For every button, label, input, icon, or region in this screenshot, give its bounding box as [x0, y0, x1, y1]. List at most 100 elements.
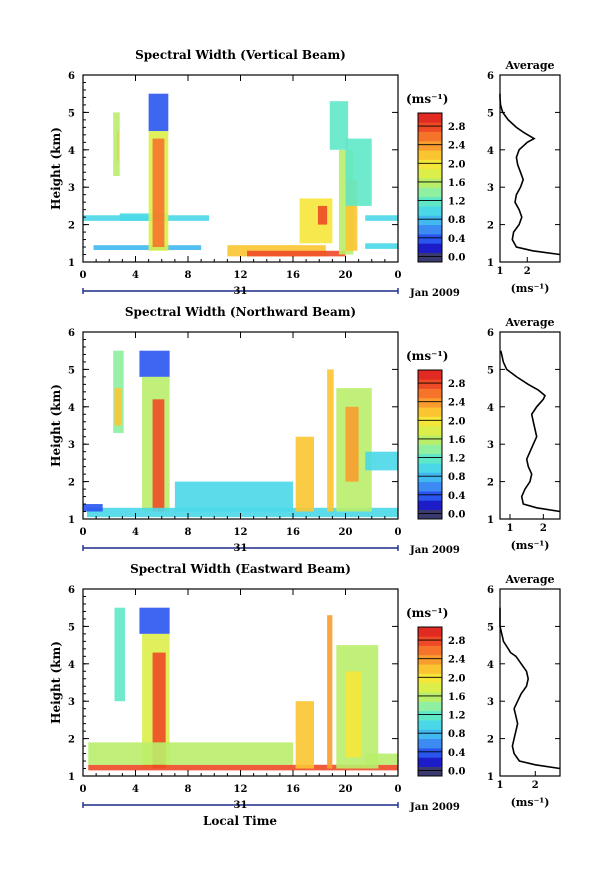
y-tick-label: 6 — [68, 328, 75, 339]
colorbar-swatch — [418, 682, 442, 693]
heatmap-cell — [365, 451, 398, 471]
colorbar-swatch — [418, 379, 442, 389]
colorbar-swatch — [418, 206, 442, 216]
colorbar-tick-label: 2.8 — [448, 122, 465, 133]
x-tick-label: 12 — [234, 527, 248, 538]
x-tick-label: 0 — [80, 527, 87, 538]
x-tick-label: 16 — [286, 784, 300, 795]
average-y-tick-label: 5 — [487, 365, 494, 376]
heatmap-cell — [139, 607, 170, 634]
average-x-label: (ms⁻¹) — [511, 282, 550, 295]
colorbar-swatch — [418, 196, 442, 207]
colorbar-tick-label: 2.0 — [448, 416, 465, 427]
y-axis-label: Height (km) — [49, 384, 63, 467]
colorbar-swatch — [418, 187, 442, 198]
colorbar-swatch — [418, 215, 442, 226]
date-label: Jan 2009 — [409, 545, 460, 556]
colorbar-swatch — [418, 627, 442, 637]
x-tick-label: 16 — [286, 270, 300, 281]
average-y-tick-label: 5 — [487, 108, 494, 119]
colorbar-swatch — [418, 370, 442, 380]
average-x-tick-label: 1 — [497, 780, 504, 791]
panel-0: Spectral Width (Vertical Beam)123456Heig… — [49, 48, 561, 299]
average-profile-line — [499, 93, 561, 256]
colorbar-swatch — [418, 407, 442, 417]
colorbar-swatch — [418, 243, 442, 253]
average-frame — [499, 588, 561, 777]
colorbar-tick-label: 2.4 — [448, 141, 465, 152]
x-tick-label: 20 — [339, 784, 353, 795]
heatmap-cell — [174, 481, 293, 512]
average-x-tick-label: 1 — [507, 523, 514, 534]
x-tick-label: 8 — [185, 527, 192, 538]
x-tick-label: 16 — [286, 527, 300, 538]
colorbar-swatch — [418, 388, 442, 399]
heatmap-cell — [83, 215, 209, 221]
x-tick-label: 8 — [185, 784, 192, 795]
y-tick-label: 5 — [68, 365, 75, 376]
colorbar-swatch — [418, 491, 442, 501]
heatmap-cell — [152, 652, 166, 769]
colorbar-swatch — [418, 453, 442, 464]
colorbar-swatch — [418, 673, 442, 684]
heatmap-cell — [299, 198, 333, 244]
colorbar-swatch — [418, 122, 442, 132]
average-title: Average — [504, 59, 554, 72]
colorbar-swatch — [418, 416, 442, 427]
colorbar-swatch — [418, 481, 442, 492]
colorbar-swatch — [418, 252, 442, 263]
colorbar-tick-label: 0.0 — [448, 509, 465, 520]
heatmap-cell — [88, 742, 293, 765]
y-axis-label: Height (km) — [49, 641, 63, 724]
colorbar-tick-label: 0.4 — [448, 234, 465, 245]
heatmap-cell — [117, 131, 119, 162]
colorbar-swatch — [418, 720, 442, 730]
colorbar-tick-label: 0.8 — [448, 729, 465, 740]
heatmap-cell — [365, 753, 398, 765]
average-y-tick-label: 1 — [487, 515, 494, 526]
heatmap-cell — [327, 369, 334, 512]
colorbar-swatch — [418, 472, 442, 483]
colorbar-tick-label: 0.0 — [448, 252, 465, 263]
x-tick-label: 0 — [80, 784, 87, 795]
y-tick-label: 4 — [68, 660, 75, 671]
x-tick-label: 0 — [395, 784, 402, 795]
heatmap-cell — [345, 138, 372, 206]
heatmap-cell — [365, 215, 398, 221]
average-y-tick-label: 3 — [487, 440, 494, 451]
heatmap-cell — [345, 179, 358, 251]
y-tick-label: 6 — [68, 71, 75, 82]
colorbar-tick-label: 1.2 — [448, 197, 465, 208]
average-y-tick-label: 4 — [487, 403, 494, 414]
average-y-tick-label: 2 — [487, 478, 494, 489]
average-y-tick-label: 1 — [487, 258, 494, 269]
heatmap-cell — [113, 112, 120, 176]
colorbar-swatch — [418, 435, 442, 445]
day-label: 31 — [234, 543, 248, 554]
colorbar-tick-label: 0.4 — [448, 491, 465, 502]
colorbar-frame — [417, 626, 443, 777]
x-tick-label: 0 — [80, 270, 87, 281]
panel-1: Spectral Width (Northward Beam)123456Hei… — [49, 305, 561, 556]
y-tick-label: 6 — [68, 585, 75, 596]
average-y-tick-label: 4 — [487, 146, 494, 157]
colorbar-tick-label: 0.4 — [448, 748, 465, 759]
colorbar-swatch — [418, 150, 442, 160]
x-tick-label: 8 — [185, 270, 192, 281]
colorbar-swatch — [418, 168, 442, 179]
y-tick-label: 2 — [68, 221, 75, 232]
panel-title: Spectral Width (Northward Beam) — [125, 305, 356, 319]
average-y-tick-label: 4 — [487, 660, 494, 671]
colorbar-tick-label: 1.2 — [448, 711, 465, 722]
average-y-tick-label: 2 — [487, 735, 494, 746]
heatmap-cell — [365, 243, 398, 249]
colorbar-swatch — [418, 738, 442, 749]
colorbar-tick-label: 0.8 — [448, 215, 465, 226]
x-tick-label: 12 — [234, 784, 248, 795]
y-tick-label: 1 — [68, 258, 75, 269]
average-x-label: (ms⁻¹) — [511, 796, 550, 809]
y-tick-label: 3 — [68, 697, 75, 708]
heatmap-cell — [114, 388, 122, 426]
heatmap-cell — [327, 615, 333, 769]
average-frame — [499, 74, 561, 263]
